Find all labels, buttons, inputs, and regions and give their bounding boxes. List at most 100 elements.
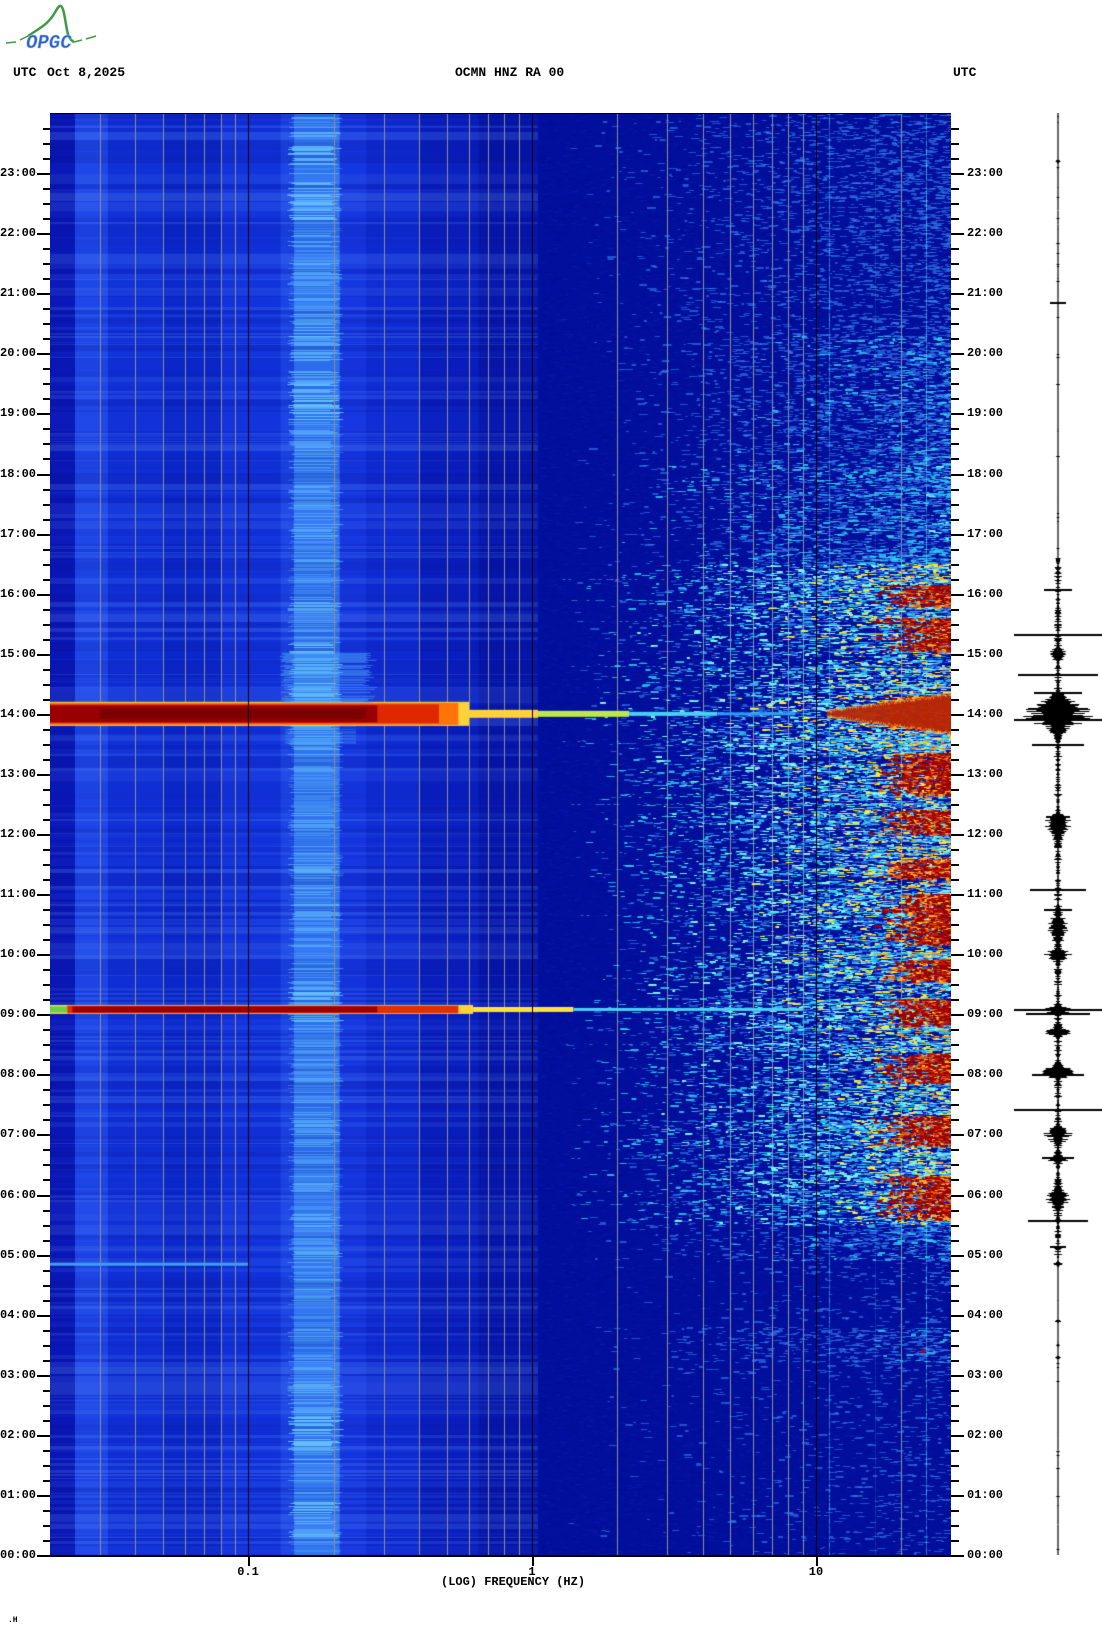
- time-label-right: 15:00: [967, 647, 1004, 661]
- time-tick-right: [951, 173, 964, 175]
- time-tick-right: [951, 639, 959, 641]
- time-tick-left: [43, 579, 50, 581]
- time-tick-right: [951, 323, 959, 325]
- logo-curve-dashes: [5, 35, 97, 44]
- time-tick-right: [951, 203, 959, 205]
- time-label-right: 02:00: [967, 1428, 1004, 1442]
- time-tick-right: [951, 1164, 959, 1166]
- time-tick-right: [951, 1330, 959, 1332]
- time-tick-right: [951, 248, 959, 250]
- time-label-left: 04:00: [0, 1308, 37, 1322]
- time-label-left: 01:00: [0, 1488, 37, 1502]
- time-tick-right: [951, 1225, 959, 1227]
- time-tick-right: [951, 1149, 959, 1151]
- time-label-right: 06:00: [967, 1188, 1004, 1202]
- time-tick-left: [43, 849, 50, 851]
- time-tick-right: [951, 849, 959, 851]
- time-tick-right: [951, 1480, 959, 1482]
- time-tick-right: [951, 1240, 959, 1242]
- time-tick-left: [43, 128, 50, 130]
- time-tick-right: [951, 1014, 964, 1016]
- time-tick-right: [951, 549, 959, 551]
- time-tick-left: [37, 233, 50, 235]
- time-tick-right: [951, 804, 959, 806]
- time-label-right: 00:00: [967, 1548, 1004, 1562]
- time-tick-right: [951, 774, 964, 776]
- time-tick-left: [43, 458, 50, 460]
- time-tick-left: [43, 489, 50, 491]
- time-tick-left: [43, 338, 50, 340]
- time-tick-right: [951, 504, 959, 506]
- date-label: Oct 8,2025: [47, 65, 126, 80]
- plot-top-border: [50, 113, 951, 114]
- time-tick-left: [43, 564, 50, 566]
- time-tick-left: [37, 413, 50, 415]
- time-label-right: 13:00: [967, 767, 1004, 781]
- time-tick-right: [951, 1029, 959, 1031]
- time-label-right: 09:00: [967, 1007, 1004, 1021]
- time-label-right: 18:00: [967, 467, 1004, 481]
- time-tick-left: [43, 143, 50, 145]
- time-tick-left: [37, 173, 50, 175]
- time-tick-right: [951, 1255, 964, 1257]
- time-tick-right: [951, 984, 959, 986]
- time-tick-left: [43, 549, 50, 551]
- time-tick-left: [43, 819, 50, 821]
- time-label-right: 03:00: [967, 1368, 1004, 1382]
- time-tick-right: [951, 744, 959, 746]
- time-tick-left: [43, 1465, 50, 1467]
- time-tick-left: [43, 984, 50, 986]
- time-tick-left: [37, 293, 50, 295]
- time-label-left: 09:00: [0, 1007, 37, 1021]
- time-tick-left: [43, 1240, 50, 1242]
- time-tick-left: [37, 1014, 50, 1016]
- time-tick-right: [951, 1315, 964, 1317]
- time-tick-left: [43, 879, 50, 881]
- freq-tick: [248, 1555, 250, 1566]
- time-tick-left: [43, 1285, 50, 1287]
- time-tick-left: [43, 1119, 50, 1121]
- time-tick-right: [951, 969, 959, 971]
- time-tick-right: [951, 924, 959, 926]
- opgc-logo: OPGC: [5, 4, 97, 54]
- time-tick-right: [951, 474, 964, 476]
- time-tick-right: [951, 669, 959, 671]
- time-tick-left: [43, 504, 50, 506]
- time-tick-right: [951, 654, 964, 656]
- time-tick-left: [43, 1270, 50, 1272]
- time-label-left: 03:00: [0, 1368, 37, 1382]
- time-tick-left: [37, 1255, 50, 1257]
- time-tick-right: [951, 1420, 959, 1422]
- time-tick-left: [43, 1089, 50, 1091]
- time-label-left: 10:00: [0, 947, 37, 961]
- time-tick-left: [43, 248, 50, 250]
- time-tick-left: [37, 654, 50, 656]
- time-tick-right: [951, 789, 959, 791]
- time-label-right: 14:00: [967, 707, 1004, 721]
- time-tick-left: [43, 624, 50, 626]
- time-tick-left: [43, 519, 50, 521]
- time-tick-right: [951, 218, 959, 220]
- time-tick-right: [951, 188, 959, 190]
- time-tick-right: [951, 864, 959, 866]
- time-tick-left: [43, 263, 50, 265]
- time-tick-right: [951, 1270, 959, 1272]
- time-tick-right: [951, 278, 959, 280]
- time-tick-right: [951, 1525, 959, 1527]
- time-tick-right: [951, 1540, 959, 1542]
- spectrogram-canvas: [50, 113, 951, 1555]
- time-tick-right: [951, 834, 964, 836]
- time-label-left: 20:00: [0, 346, 37, 360]
- time-tick-right: [951, 383, 959, 385]
- time-tick-right: [951, 428, 959, 430]
- time-tick-right: [951, 624, 959, 626]
- time-label-left: 22:00: [0, 226, 37, 240]
- time-label-right: 10:00: [967, 947, 1004, 961]
- time-tick-left: [43, 639, 50, 641]
- time-tick-left: [43, 383, 50, 385]
- time-label-right: 07:00: [967, 1127, 1004, 1141]
- time-tick-left: [43, 443, 50, 445]
- time-label-right: 16:00: [967, 587, 1004, 601]
- time-tick-left: [43, 1525, 50, 1527]
- utc-label-left: UTC: [13, 65, 37, 80]
